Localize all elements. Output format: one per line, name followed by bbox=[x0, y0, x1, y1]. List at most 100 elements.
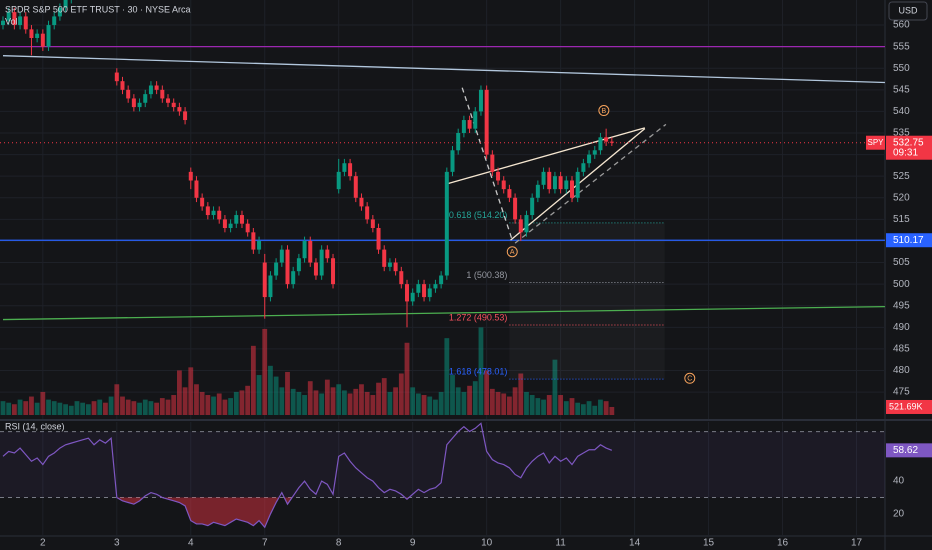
volume-bar bbox=[324, 379, 330, 415]
rsi-tick-label: 40 bbox=[893, 476, 905, 487]
candle-body bbox=[126, 89, 131, 99]
volume-bar bbox=[68, 405, 74, 415]
last-price-tag bbox=[886, 135, 932, 160]
price-tag bbox=[886, 233, 932, 248]
y-tick-label: 525 bbox=[893, 171, 910, 182]
volume-bar bbox=[433, 399, 438, 415]
candle-body bbox=[558, 176, 563, 190]
volume-bar bbox=[512, 387, 518, 415]
volume-bar bbox=[501, 393, 507, 415]
volume-bar bbox=[546, 395, 552, 415]
candle-body bbox=[325, 249, 330, 259]
candle-body bbox=[222, 219, 227, 228]
candle-body bbox=[581, 163, 586, 172]
candle-body bbox=[268, 275, 273, 298]
candle-body bbox=[143, 94, 148, 103]
volume-bar bbox=[387, 391, 393, 415]
volume-bar bbox=[558, 395, 564, 415]
candle-body bbox=[393, 262, 398, 272]
volume-bar bbox=[575, 402, 581, 415]
volume-bar bbox=[364, 391, 370, 415]
volume-bar bbox=[222, 399, 228, 415]
fib-label: 0.618 (514.20) bbox=[449, 210, 508, 220]
volume-bar bbox=[6, 402, 12, 415]
candle-body bbox=[114, 72, 119, 82]
candle-body bbox=[291, 271, 296, 285]
candle-body bbox=[285, 249, 290, 285]
symbol-tag bbox=[866, 135, 885, 150]
volume-bar bbox=[353, 388, 359, 415]
volume-bar bbox=[518, 373, 524, 415]
volume-bar bbox=[450, 375, 455, 415]
wave-marker bbox=[506, 246, 518, 258]
candle-body bbox=[279, 249, 284, 263]
x-tick-label: 2 bbox=[40, 538, 46, 549]
candle-body bbox=[450, 150, 455, 172]
fib-label: 1.272 (490.53) bbox=[449, 312, 508, 322]
trend-line bbox=[514, 123, 667, 244]
candle-body bbox=[478, 89, 483, 112]
currency[interactable]: USD bbox=[898, 5, 918, 15]
candle-body bbox=[1, 20, 5, 26]
volume-bar bbox=[347, 393, 353, 415]
trend-line bbox=[2, 55, 885, 84]
volume-bar bbox=[342, 390, 347, 415]
volume-bar bbox=[313, 390, 319, 415]
candle-body bbox=[541, 171, 546, 185]
x-tick-label: 3 bbox=[114, 538, 120, 549]
candle-body bbox=[513, 197, 518, 220]
y-tick-label: 535 bbox=[893, 128, 910, 139]
last-price-label: 532.75 bbox=[893, 137, 924, 148]
volume-bar bbox=[598, 399, 603, 415]
candle-body bbox=[410, 292, 415, 302]
volume-bar bbox=[290, 388, 296, 415]
volume-bar bbox=[427, 396, 433, 415]
volume-bar bbox=[529, 395, 535, 415]
volume-bar bbox=[393, 387, 399, 415]
candle-body bbox=[365, 206, 370, 220]
volume-bar bbox=[307, 381, 313, 415]
price-tag-label: 510.17 bbox=[893, 235, 924, 246]
volume-bar bbox=[467, 385, 472, 415]
candle-body bbox=[507, 189, 512, 198]
y-tick-label: 560 bbox=[893, 20, 910, 31]
volume-bar bbox=[603, 401, 609, 415]
volume-bar bbox=[74, 401, 80, 415]
volume-bar bbox=[279, 387, 285, 415]
currency-button[interactable] bbox=[888, 1, 928, 21]
y-tick-label: 480 bbox=[893, 365, 910, 376]
volume-bar bbox=[381, 378, 387, 415]
candle-body bbox=[382, 249, 387, 267]
volume-bar bbox=[154, 402, 160, 415]
volume-bar bbox=[444, 338, 450, 415]
candle-body bbox=[35, 33, 40, 38]
volume-bar bbox=[592, 405, 598, 415]
candle-body bbox=[239, 215, 244, 224]
candle-body bbox=[296, 258, 301, 272]
candle-body bbox=[302, 240, 307, 259]
volume-bar bbox=[398, 373, 404, 415]
volume-bar bbox=[296, 391, 302, 415]
candle-body bbox=[592, 150, 597, 155]
candle-body bbox=[194, 180, 199, 198]
volume-bar bbox=[17, 399, 23, 415]
x-tick-label: 15 bbox=[703, 538, 715, 549]
candle-body bbox=[552, 176, 557, 190]
y-tick-label: 555 bbox=[893, 41, 910, 52]
volume-tag-label: 521.69K bbox=[889, 401, 923, 411]
volume-bar bbox=[57, 402, 63, 415]
volume-bar bbox=[142, 399, 148, 415]
volume-bar bbox=[484, 370, 490, 415]
candle-body bbox=[547, 171, 552, 190]
candle-body bbox=[336, 171, 341, 190]
volume-bar bbox=[11, 404, 17, 415]
candle-body bbox=[387, 262, 392, 267]
volume-bar bbox=[609, 406, 615, 415]
countdown: 09:31 bbox=[893, 147, 918, 158]
candle-body bbox=[52, 16, 57, 26]
volume-bar bbox=[256, 375, 262, 415]
volume-bar bbox=[415, 393, 421, 415]
candle-body bbox=[63, 0, 68, 8]
wave-label: B bbox=[602, 108, 607, 115]
volume-bar bbox=[199, 391, 205, 415]
